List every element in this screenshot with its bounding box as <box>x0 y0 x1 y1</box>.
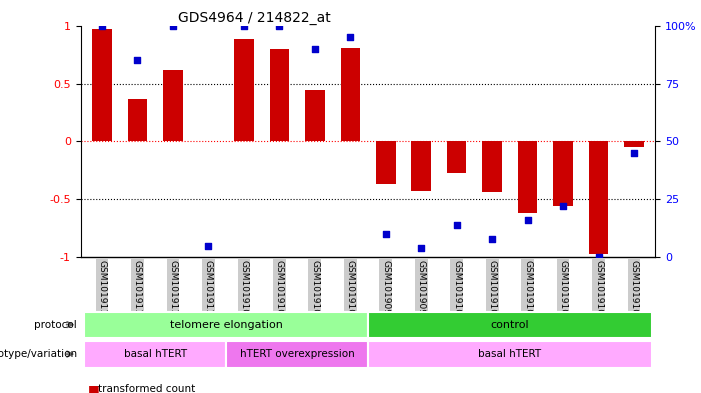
Text: GSM1019102: GSM1019102 <box>239 260 248 321</box>
Bar <box>163 70 183 141</box>
Text: telomere elongation: telomere elongation <box>170 320 283 330</box>
Point <box>486 236 498 242</box>
Text: GSM1019105: GSM1019105 <box>346 260 355 321</box>
Point <box>309 46 320 52</box>
Text: genotype/variation: genotype/variation <box>0 349 77 359</box>
Point <box>345 34 356 40</box>
Bar <box>625 141 644 147</box>
Text: GSM1019104: GSM1019104 <box>311 260 319 321</box>
Text: protocol: protocol <box>34 320 77 330</box>
Text: basal hTERT: basal hTERT <box>123 349 186 359</box>
Text: GSM1019112: GSM1019112 <box>168 260 177 321</box>
Bar <box>84 342 226 368</box>
Text: GSM1019107: GSM1019107 <box>559 260 568 321</box>
Text: GSM1019100: GSM1019100 <box>452 260 461 321</box>
Bar <box>376 141 395 184</box>
Bar <box>447 141 466 173</box>
Text: GDS4964 / 214822_at: GDS4964 / 214822_at <box>178 11 331 24</box>
Text: hTERT overexpression: hTERT overexpression <box>240 349 355 359</box>
Text: transformed count: transformed count <box>98 384 196 393</box>
Text: GSM1019103: GSM1019103 <box>275 260 284 321</box>
Text: GSM1019108: GSM1019108 <box>594 260 603 321</box>
Text: GSM1019109: GSM1019109 <box>629 260 639 321</box>
Bar <box>518 141 538 213</box>
Bar <box>270 49 289 141</box>
Text: GSM1019110: GSM1019110 <box>97 260 107 321</box>
Point <box>451 222 463 228</box>
Bar <box>92 29 111 141</box>
Point <box>168 22 179 29</box>
Point <box>593 254 604 261</box>
Point <box>557 203 569 209</box>
Bar <box>341 48 360 141</box>
Text: GSM1019101: GSM1019101 <box>488 260 497 321</box>
Bar <box>128 99 147 141</box>
Point <box>238 22 250 29</box>
Text: GSM1019113: GSM1019113 <box>204 260 213 321</box>
Point <box>380 231 391 237</box>
Text: GSM1019098: GSM1019098 <box>381 260 390 321</box>
Point <box>96 22 107 29</box>
Bar <box>234 39 254 141</box>
Text: basal hTERT: basal hTERT <box>478 349 541 359</box>
Bar <box>305 90 325 141</box>
Text: GSM1019106: GSM1019106 <box>523 260 532 321</box>
Text: control: control <box>491 320 529 330</box>
Bar <box>226 342 368 368</box>
Text: GSM1019099: GSM1019099 <box>417 260 426 321</box>
Text: GSM1019111: GSM1019111 <box>133 260 142 321</box>
Bar <box>553 141 573 206</box>
Text: ■: ■ <box>88 382 100 393</box>
Point <box>273 22 285 29</box>
Bar <box>84 312 368 338</box>
Point <box>522 217 533 224</box>
Point <box>203 242 214 249</box>
Bar <box>411 141 431 191</box>
Bar <box>482 141 502 193</box>
Point <box>416 245 427 251</box>
Bar <box>368 342 652 368</box>
Bar <box>368 312 652 338</box>
Bar <box>589 141 608 254</box>
Point <box>132 57 143 63</box>
Point <box>629 150 640 156</box>
